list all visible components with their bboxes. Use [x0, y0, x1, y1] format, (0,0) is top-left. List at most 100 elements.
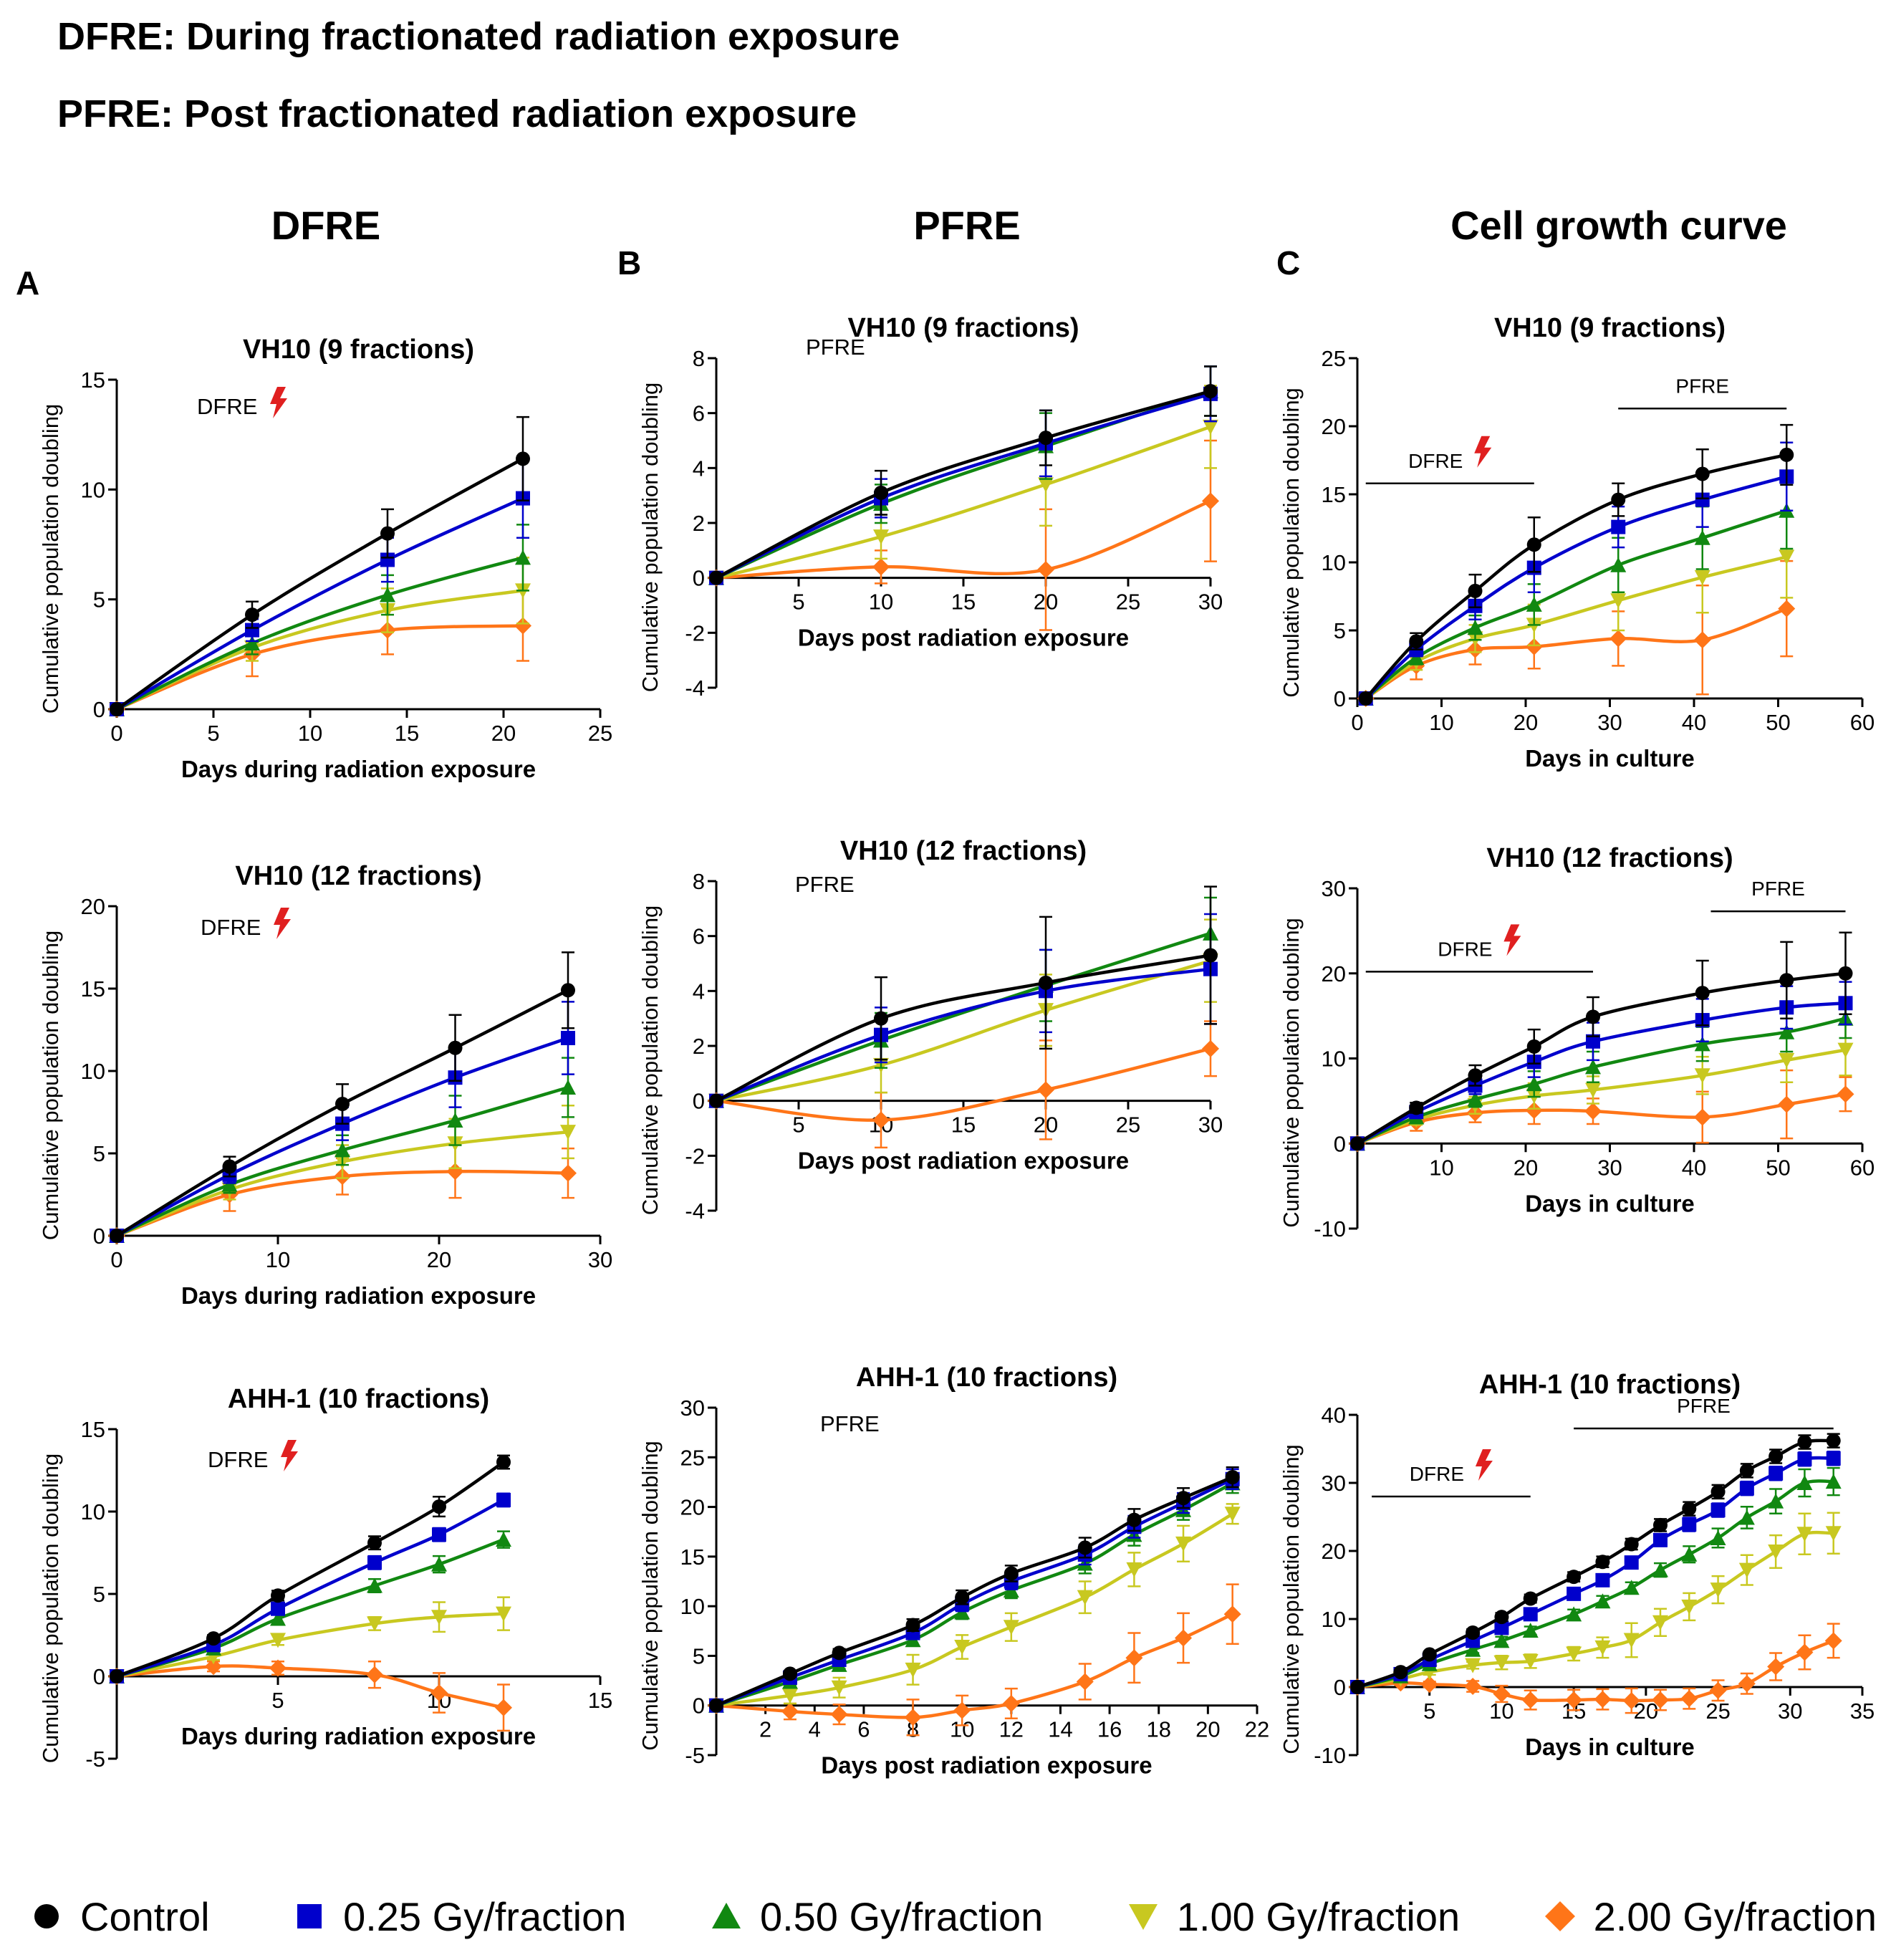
y-tick-label: 10 — [81, 477, 105, 502]
data-point — [1203, 419, 1218, 435]
data-point — [1825, 1474, 1842, 1489]
data-point — [1695, 986, 1710, 1001]
data-point — [1077, 1540, 1092, 1555]
data-point — [1223, 1605, 1241, 1623]
data-point — [496, 1492, 511, 1507]
legend-item-025: 0.25 Gy/fraction — [292, 1893, 626, 1940]
series-g025 — [110, 1492, 511, 1683]
series-control — [709, 365, 1218, 585]
data-point — [872, 1111, 890, 1129]
x-tick-label: 5 — [792, 1113, 804, 1138]
data-point — [905, 1662, 921, 1678]
lightning-bolt-shape — [1503, 924, 1521, 956]
data-point — [1623, 1580, 1640, 1595]
data-point — [1694, 1068, 1710, 1084]
data-point — [1796, 1475, 1813, 1490]
y-tick-label: 10 — [1322, 1607, 1346, 1632]
chart-title: VH10 (9 fractions) — [847, 313, 1079, 343]
y-tick-label: 10 — [1322, 550, 1346, 575]
series-line — [1357, 1048, 1846, 1145]
y-tick-label: 20 — [1322, 1539, 1346, 1564]
chart-title: VH10 (12 fractions) — [1486, 843, 1733, 873]
phase-annotation: DFRE — [201, 915, 261, 940]
y-axis-label: Cumulative population doubling — [38, 404, 63, 714]
data-point — [955, 1590, 970, 1605]
series-g050 — [708, 896, 1218, 1108]
data-point — [1693, 1108, 1711, 1126]
pfre-definition: PFRE: Post fractionated radiation exposu… — [57, 92, 857, 135]
x-axis-label: Days post radiation exposure — [798, 625, 1129, 651]
y-tick-label: 30 — [1322, 1471, 1346, 1496]
data-point — [1768, 1544, 1784, 1560]
data-point — [514, 617, 531, 635]
series-line — [1357, 1530, 1834, 1689]
data-point — [1464, 1678, 1482, 1696]
series-line — [116, 1612, 504, 1678]
data-point — [430, 1684, 448, 1701]
data-point — [431, 1556, 447, 1572]
y-tick-label: 40 — [1322, 1403, 1346, 1428]
series-g025 — [709, 365, 1218, 585]
y-tick-label: 0 — [693, 1089, 705, 1114]
y-tick-label: 5 — [93, 1582, 105, 1607]
series-line — [115, 457, 524, 711]
x-tick-label: 6 — [857, 1717, 870, 1742]
y-tick-label: 4 — [693, 456, 705, 481]
series-line — [1365, 607, 1788, 700]
lightning-bolt-shape — [270, 387, 287, 418]
series-g100 — [1349, 1023, 1854, 1152]
data-point — [561, 983, 575, 998]
series-line — [1356, 971, 1846, 1145]
lightning-icon — [1474, 436, 1492, 468]
y-tick-label: 0 — [93, 1224, 105, 1249]
y-tick-label: 20 — [1322, 414, 1346, 439]
series-line — [716, 1477, 1233, 1707]
data-point — [269, 1659, 287, 1677]
x-tick-label: 60 — [1850, 1155, 1875, 1180]
data-point — [1077, 1590, 1093, 1605]
x-tick-label: 18 — [1146, 1717, 1170, 1742]
x-tick-label: 10 — [298, 721, 322, 746]
data-point — [1769, 1449, 1784, 1464]
data-point — [1653, 1532, 1668, 1547]
triangle-up-marker-icon — [708, 1898, 744, 1934]
data-point — [1594, 1640, 1611, 1656]
x-tick-label: 25 — [1116, 1113, 1140, 1138]
chart-title: VH10 (12 fractions) — [840, 836, 1087, 866]
data-point — [271, 1588, 285, 1603]
x-tick-label: 20 — [427, 1247, 451, 1272]
data-point — [496, 1532, 511, 1547]
data-point — [709, 1698, 723, 1713]
chart-panel-b1: VH10 (9 fractions) Cumulative population … — [637, 313, 1223, 701]
data-point — [516, 451, 530, 466]
data-point — [1202, 1039, 1219, 1057]
x-tick-label: 14 — [1048, 1717, 1072, 1742]
data-point — [872, 558, 890, 576]
y-tick-label: -10 — [1314, 1743, 1346, 1768]
y-tick-label: 0 — [693, 1694, 705, 1719]
series-g050 — [109, 524, 531, 716]
data-point — [432, 1527, 446, 1542]
x-tick-label: 40 — [1682, 1155, 1706, 1180]
legend-label: 2.00 Gy/fraction — [1593, 1893, 1877, 1939]
series-g200 — [108, 1658, 512, 1732]
data-point — [1610, 593, 1627, 609]
data-point — [1526, 1039, 1541, 1054]
x-axis-label: Days post radiation exposure — [798, 1148, 1129, 1174]
chart-title: VH10 (9 fractions) — [243, 335, 474, 365]
data-point — [1768, 1493, 1784, 1509]
data-point — [1837, 1085, 1854, 1103]
data-point — [1176, 1491, 1191, 1506]
series-line — [116, 624, 524, 711]
series-line — [716, 499, 1211, 580]
data-point — [1710, 1582, 1726, 1598]
series-line — [716, 959, 1211, 1102]
legend-item-control: Control — [29, 1893, 210, 1940]
x-tick-label: 20 — [1514, 710, 1538, 735]
data-point — [1611, 519, 1626, 534]
x-tick-label: 0 — [110, 1247, 122, 1272]
series-control — [1350, 1433, 1841, 1694]
phase-label: PFRE — [1677, 1395, 1731, 1417]
series-control — [1350, 931, 1853, 1151]
data-point — [245, 623, 259, 638]
